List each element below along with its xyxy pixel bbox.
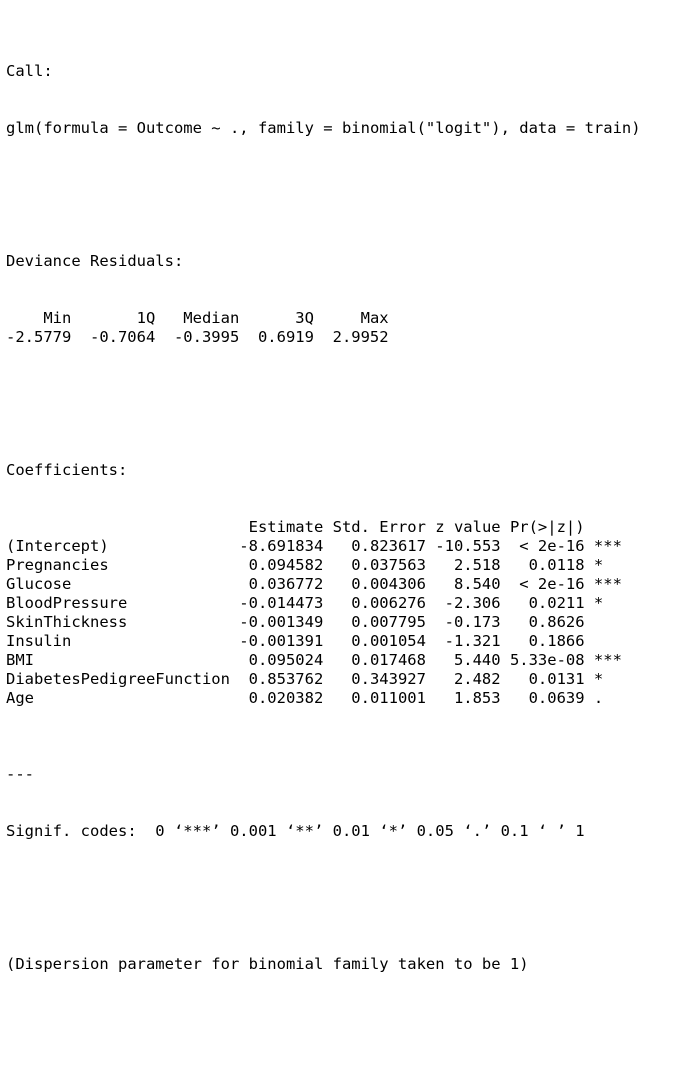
table-row: Glucose 0.036772 0.004306 8.540 < 2e-16 …: [6, 575, 622, 594]
dispersion-note: (Dispersion parameter for binomial famil…: [6, 955, 529, 973]
coef-p-value: 0.0639: [528, 689, 585, 707]
coef-p-value: 0.0211: [528, 594, 585, 612]
coef-p-value: 0.1866: [528, 632, 585, 650]
coef-z-value: 2.482: [453, 670, 501, 688]
deviance-value-3q: 0.6919: [257, 328, 314, 346]
coef-signif: ***: [593, 575, 622, 593]
coef-term: Insulin: [6, 632, 72, 650]
deviance-header-median: Median: [183, 309, 240, 327]
coef-estimate: -0.001391: [239, 632, 324, 650]
table-row: BMI 0.095024 0.017468 5.440 5.33e-08 ***: [6, 651, 622, 670]
coef-signif: [585, 632, 622, 651]
coef-p-value: 5.33e-08: [509, 651, 585, 669]
p-value-column-header: Pr(>|z|): [509, 518, 585, 536]
coef-signif: .: [593, 689, 604, 707]
coef-term: (Intercept): [6, 537, 109, 555]
coef-std-error: 0.343927: [351, 670, 426, 688]
coef-std-error: 0.007795: [351, 613, 426, 631]
coef-signif: ***: [593, 537, 622, 555]
coef-std-error: 0.006276: [351, 594, 426, 612]
z-value-column-header: z value: [435, 518, 501, 536]
coef-std-error: 0.823617: [351, 537, 426, 555]
coefficients-label: Coefficients:: [6, 461, 128, 479]
table-row: Pregnancies 0.094582 0.037563 2.518 0.01…: [6, 556, 622, 575]
deviance-residuals-table: Min 1Q Median 3Q Max -2.5779 -0.7064 -0.…: [6, 309, 389, 347]
deviance-values-row: -2.5779 -0.7064 -0.3995 0.6919 2.9952: [6, 328, 389, 347]
coef-estimate: -8.691834: [239, 537, 324, 555]
coef-estimate: 0.036772: [248, 575, 324, 593]
deviance-value-min: -2.5779: [6, 328, 72, 346]
coef-term: DiabetesPedigreeFunction: [6, 670, 230, 688]
deviance-value-1q: -0.7064: [89, 328, 156, 346]
deviance-residuals-label: Deviance Residuals:: [6, 252, 184, 270]
coef-std-error: 0.001054: [351, 632, 426, 650]
coef-std-error: 0.037563: [351, 556, 426, 574]
deviance-header-min: Min: [43, 309, 72, 327]
coef-p-value: < 2e-16: [519, 537, 585, 555]
coef-std-error: 0.011001: [351, 689, 426, 707]
coef-signif: [585, 613, 622, 632]
coef-z-value: 1.853: [453, 689, 501, 707]
std-error-column-header: Std. Error: [332, 518, 426, 536]
deviance-value-max: 2.9952: [332, 328, 389, 346]
coef-estimate: 0.020382: [248, 689, 324, 707]
blank-line: [6, 879, 693, 898]
coef-std-error: 0.004306: [351, 575, 426, 593]
coef-z-value: -1.321: [444, 632, 501, 650]
table-row: Age 0.020382 0.011001 1.853 0.0639 .: [6, 689, 622, 708]
coef-signif: *: [593, 556, 604, 574]
deviance-header-3q: 3Q: [295, 309, 314, 327]
coef-z-value: 5.440: [453, 651, 501, 669]
coef-signif: *: [593, 594, 604, 612]
coef-estimate: 0.095024: [248, 651, 324, 669]
table-row: SkinThickness -0.001349 0.007795 -0.173 …: [6, 613, 622, 632]
coefficients-header-row: Estimate Std. Error z value Pr(>|z|): [6, 518, 622, 537]
coef-signif: ***: [593, 651, 622, 669]
coef-z-value: 8.540: [453, 575, 501, 593]
coef-term: Glucose: [6, 575, 72, 593]
deviance-header-1q: 1Q: [136, 309, 156, 327]
coef-signif: *: [593, 670, 604, 688]
coef-p-value: 0.0118: [528, 556, 585, 574]
coef-std-error: 0.017468: [351, 651, 426, 669]
signif-codes-line: Signif. codes: 0 ‘***’ 0.001 ‘**’ 0.01 ‘…: [6, 822, 585, 840]
table-row: Insulin -0.001391 0.001054 -1.321 0.1866: [6, 632, 622, 651]
coefficients-table: Estimate Std. Error z value Pr(>|z|) (In…: [6, 518, 622, 708]
term-column-header: [6, 518, 230, 537]
table-row: DiabetesPedigreeFunction 0.853762 0.3439…: [6, 670, 622, 689]
blank-line: [6, 385, 693, 404]
table-row: BloodPressure -0.014473 0.006276 -2.306 …: [6, 594, 622, 613]
coef-z-value: -0.173: [444, 613, 501, 631]
estimate-column-header: Estimate: [248, 518, 324, 536]
r-console-output: Call: glm(formula = Outcome ~ ., family …: [6, 5, 693, 1084]
coef-z-value: 2.518: [453, 556, 501, 574]
coef-term: SkinThickness: [6, 613, 128, 631]
coef-estimate: 0.094582: [248, 556, 324, 574]
call-code: glm(formula = Outcome ~ ., family = bino…: [6, 119, 641, 137]
coef-term: Pregnancies: [6, 556, 109, 574]
coef-estimate: 0.853762: [248, 670, 324, 688]
deviance-value-median: -0.3995: [173, 328, 240, 346]
coef-term: BMI: [6, 651, 34, 669]
blank-line: [6, 1012, 693, 1031]
signif-separator: ---: [6, 765, 34, 783]
coef-term: Age: [6, 689, 34, 707]
call-label: Call:: [6, 62, 53, 80]
deviance-header-row: Min 1Q Median 3Q Max: [6, 309, 389, 328]
signif-column-header: [585, 518, 622, 537]
coef-p-value: 0.8626: [528, 613, 585, 631]
coef-z-value: -10.553: [435, 537, 501, 555]
coef-p-value: < 2e-16: [519, 575, 585, 593]
coef-term: BloodPressure: [6, 594, 128, 612]
coef-estimate: -0.001349: [239, 613, 324, 631]
table-row: (Intercept) -8.691834 0.823617 -10.553 <…: [6, 537, 622, 556]
blank-line: [6, 176, 693, 195]
coef-estimate: -0.014473: [239, 594, 324, 612]
coef-p-value: 0.0131: [528, 670, 585, 688]
coef-z-value: -2.306: [444, 594, 501, 612]
deviance-header-max: Max: [360, 309, 389, 327]
